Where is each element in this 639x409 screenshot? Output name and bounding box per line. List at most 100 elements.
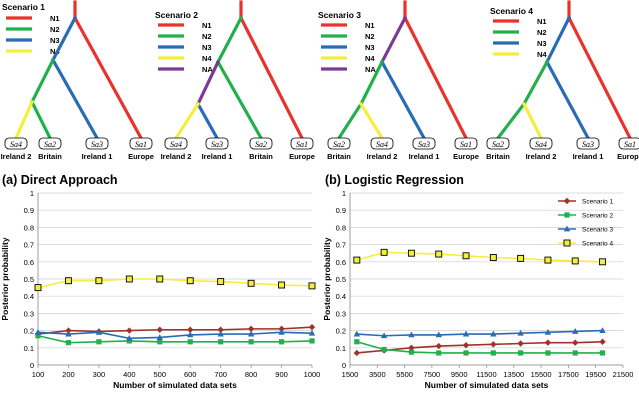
point-marker xyxy=(125,275,133,283)
y-axis-label: Posterior probability xyxy=(322,237,332,320)
x-tick-label: 600 xyxy=(184,370,197,379)
branch-n1 xyxy=(238,15,305,141)
legend-label-n2: N2 xyxy=(50,25,60,34)
point-marker xyxy=(599,350,606,356)
y-tick-label: 0.2 xyxy=(24,327,34,336)
point-marker xyxy=(187,339,193,345)
point-marker xyxy=(572,339,579,346)
tree-title: Scenario 3 xyxy=(318,10,361,20)
leaf-box xyxy=(129,137,153,150)
point-marker xyxy=(247,279,255,287)
y-axis-label: Posterior probability xyxy=(0,237,10,320)
branch-n1 xyxy=(72,15,144,141)
legend-label-n1: N1 xyxy=(537,17,547,26)
y-tick-label: 0.4 xyxy=(336,292,346,301)
point-marker xyxy=(599,258,606,266)
point-marker xyxy=(353,349,361,357)
leaf-name: Britain xyxy=(249,152,273,161)
point-marker xyxy=(187,326,194,333)
branch-n2 xyxy=(336,101,364,141)
y-tick-label: 0 xyxy=(30,361,34,370)
leaf-box xyxy=(529,137,553,150)
leaf-code: Sa2 xyxy=(333,140,345,149)
x-tick-label: 500 xyxy=(154,370,167,379)
point-marker xyxy=(126,334,133,341)
x-tick-label: 900 xyxy=(275,370,288,379)
legend-entry-scenario-3: Scenario 3 xyxy=(558,225,613,234)
leaf-box xyxy=(249,137,273,150)
series-scenario-4 xyxy=(353,248,606,266)
point-marker xyxy=(64,277,72,285)
y-tick-label: 0.1 xyxy=(336,344,346,353)
point-marker xyxy=(572,350,578,356)
point-marker xyxy=(65,340,72,346)
leaf-box xyxy=(290,137,314,150)
leaf-code: Sa2 xyxy=(44,140,56,149)
y-tick-label: 0 xyxy=(342,361,346,370)
point-marker xyxy=(572,328,579,334)
tree-title: Scenario 4 xyxy=(490,6,533,16)
x-tick-label: 1000 xyxy=(304,370,321,379)
series-scenario-2 xyxy=(35,333,315,346)
y-tick-label: 0.7 xyxy=(24,241,34,250)
y-tick-label: 0.4 xyxy=(24,292,34,301)
point-marker xyxy=(278,328,285,335)
point-marker xyxy=(544,339,552,346)
point-marker xyxy=(563,197,571,205)
y-tick-label: 0.8 xyxy=(336,223,346,232)
legend-label-n2: N2 xyxy=(537,28,547,37)
posterior-charts: (a) Direct Approach 0 0.1 0.2 0.3 0.4 0.5 0.6 0.… xyxy=(0,173,633,390)
point-marker xyxy=(95,328,103,335)
x-tick-label: 400 xyxy=(123,370,136,379)
leaf-name: Ireland 2 xyxy=(367,152,398,161)
tree-scenario-4: Scenario 4 N1 N2 N3 N4 Sa2 Britain Sa4 Ireland 2… xyxy=(486,0,639,161)
leaf-box xyxy=(164,137,188,150)
series-scenario-3 xyxy=(34,328,316,341)
point-marker xyxy=(308,323,316,331)
point-marker xyxy=(517,329,524,336)
leaf-code: Sa3 xyxy=(91,140,103,149)
legend-label-n4: N4 xyxy=(202,54,212,63)
leaf-name: Ireland 2 xyxy=(161,152,192,161)
y-tick-label: 0.2 xyxy=(336,327,346,336)
point-marker xyxy=(126,338,132,344)
branch-n2 xyxy=(521,59,550,107)
x-tick-label: 17500 xyxy=(558,370,579,379)
leaf-name: Ireland 2 xyxy=(526,152,557,161)
branch-n1 xyxy=(402,15,469,141)
leaf-code: Sa2 xyxy=(255,140,267,149)
legend-label-n3: N3 xyxy=(365,43,375,52)
y-tick-label: 0.7 xyxy=(336,241,346,250)
leaf-box xyxy=(38,137,62,150)
legend-label-n1: N1 xyxy=(50,14,60,23)
tree-scenario-3: Scenario 3 N1 N2 N3 N4 NA Sa2 Britain Sa4 Ireland… xyxy=(318,0,479,161)
point-marker xyxy=(248,339,254,345)
branch-n1 xyxy=(566,15,633,141)
legend-label-n4: N4 xyxy=(537,50,547,59)
leaf-code: Sa3 xyxy=(211,140,223,149)
series-scenario-4 xyxy=(34,275,316,292)
x-tick-label: 9500 xyxy=(451,370,468,379)
leaf-box xyxy=(486,137,510,150)
x-tick-label: 100 xyxy=(32,370,45,379)
scenario-trees: Scenario 1 N1 N2 N3 N4 Sa4 Ireland 2 Sa2 Britain… xyxy=(1,0,639,161)
y-tick-label: 0.3 xyxy=(336,309,346,318)
point-marker xyxy=(353,330,361,337)
point-marker xyxy=(157,339,163,345)
leaf-code: Sa3 xyxy=(418,140,430,149)
point-marker xyxy=(217,330,224,337)
leaf-code: Sa1 xyxy=(624,140,636,149)
point-marker xyxy=(380,248,388,256)
point-marker xyxy=(278,281,286,289)
x-tick-label: 3500 xyxy=(369,370,386,379)
series-line xyxy=(37,334,313,344)
leaf-code: Sa4 xyxy=(535,140,547,149)
point-marker xyxy=(599,327,606,333)
legend-label-n3: N3 xyxy=(537,39,547,48)
branch-n3 xyxy=(50,57,100,141)
point-marker xyxy=(353,256,361,264)
leaf-code: Sa1 xyxy=(296,140,308,149)
point-marker xyxy=(564,212,570,218)
series-line xyxy=(356,340,603,354)
legend-entry-scenario-2: Scenario 2 xyxy=(558,212,613,220)
